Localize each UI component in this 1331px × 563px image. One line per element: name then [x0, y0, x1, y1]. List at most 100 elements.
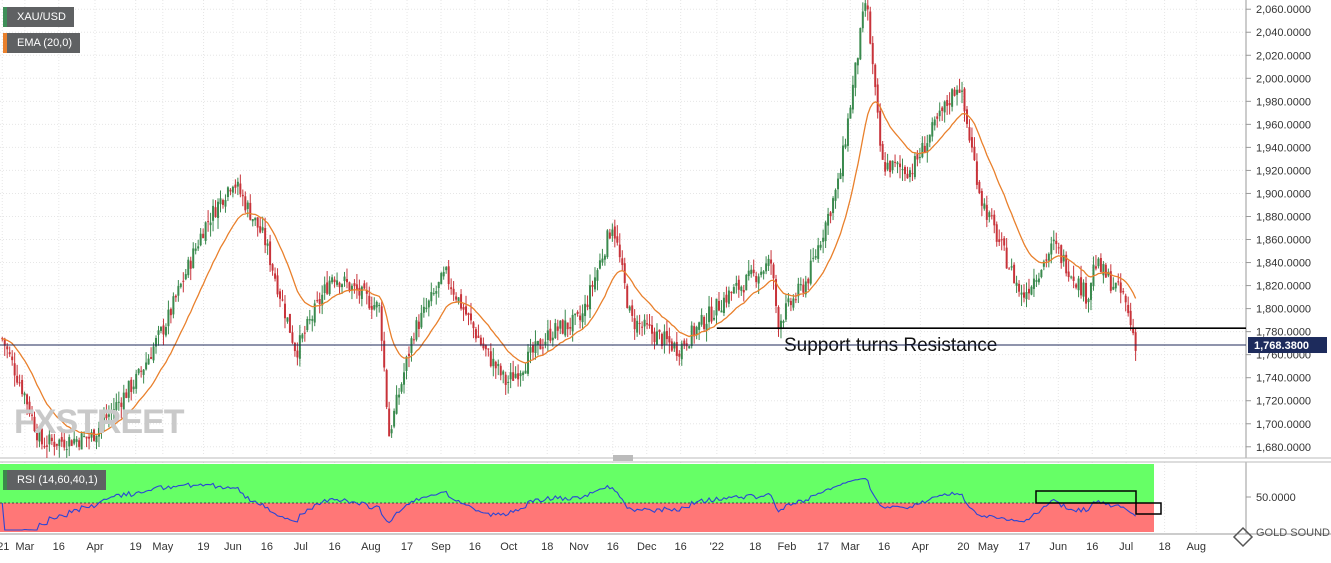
candle-body — [162, 325, 165, 335]
candle-body — [765, 263, 768, 272]
candle-body — [167, 309, 170, 327]
candle-body — [916, 154, 919, 160]
candle-body — [1085, 282, 1088, 304]
candle-body — [467, 313, 470, 315]
candle-body — [172, 296, 175, 315]
candle-body — [437, 282, 440, 289]
candle-body — [569, 327, 572, 329]
candle-body — [970, 137, 973, 148]
candle-body — [926, 143, 929, 153]
y-tick-label: 1,940.0000 — [1256, 142, 1311, 154]
candle-body — [571, 314, 574, 332]
candle-body — [385, 370, 388, 408]
candle-body — [107, 414, 110, 417]
x-tick-label: Jun — [224, 541, 242, 553]
candle-body — [1057, 247, 1060, 249]
candle-body — [410, 338, 413, 353]
candle-body — [326, 282, 329, 294]
x-tick-label: 16 — [329, 541, 341, 553]
candle-body — [447, 266, 450, 285]
candle-body — [65, 449, 68, 451]
candle-body — [229, 189, 232, 192]
candle-body — [102, 417, 105, 424]
candle-body — [93, 429, 96, 441]
candle-body — [827, 213, 830, 226]
candle-body — [735, 282, 738, 286]
x-tick-label: 16 — [1086, 541, 1098, 553]
candle-body — [306, 318, 309, 331]
candle-body — [1062, 254, 1065, 262]
candle-body — [1087, 299, 1090, 303]
candle-body — [1094, 266, 1097, 269]
candle-body — [804, 281, 807, 295]
candle-body — [355, 284, 358, 291]
candle-body — [450, 287, 453, 290]
candle-body — [78, 440, 81, 447]
y-tick-label: 1,680.0000 — [1256, 442, 1311, 454]
candle-body — [303, 332, 306, 334]
candle-body — [1023, 292, 1026, 298]
candle-body — [1077, 278, 1080, 291]
candle-body — [628, 306, 631, 311]
candle-body — [135, 373, 138, 389]
candle-body — [336, 280, 339, 285]
candle-body — [675, 342, 678, 356]
candle-body — [251, 219, 254, 222]
candle-body — [559, 320, 562, 329]
candle-body — [881, 144, 884, 160]
candle-body — [544, 341, 547, 346]
candle-body — [705, 323, 708, 331]
candle-body — [298, 335, 301, 359]
candle-body — [90, 432, 93, 438]
candle-body — [348, 282, 351, 292]
y-tick-label: 1,860.0000 — [1256, 235, 1311, 247]
candle-body — [727, 290, 730, 304]
candle-body — [296, 350, 299, 358]
candle-body — [430, 292, 433, 302]
candle-body — [120, 402, 123, 407]
candle-body — [951, 89, 954, 107]
candle-body — [968, 127, 971, 141]
candle-body — [38, 431, 41, 442]
candle-body — [504, 374, 507, 385]
candle-body — [638, 322, 641, 324]
candle-body — [889, 160, 892, 173]
candle-body — [55, 443, 58, 446]
y-tick-label: 1,900.0000 — [1256, 188, 1311, 200]
annotation-text: Support turns Resistance — [784, 335, 997, 356]
candle-body — [465, 306, 468, 315]
candle-body — [350, 285, 353, 291]
candle-body — [603, 255, 606, 260]
candle-body — [832, 198, 835, 214]
candle-body — [770, 259, 773, 264]
candle-body — [353, 283, 356, 287]
candle-body — [323, 284, 326, 294]
candle-body — [1003, 238, 1006, 246]
candle-body — [407, 353, 410, 356]
x-tick-label: Mar — [15, 541, 34, 553]
candle-body — [259, 226, 262, 233]
candle-body — [6, 346, 9, 350]
candle-body — [608, 232, 611, 239]
candle-body — [341, 284, 344, 288]
candle-body — [936, 116, 939, 119]
candle-body — [866, 5, 869, 10]
x-tick-label: Aug — [361, 541, 381, 553]
diamond-icon — [1232, 526, 1254, 548]
candle-body — [921, 142, 924, 158]
candle-body — [331, 277, 334, 283]
candle-body — [846, 118, 849, 146]
candle-body — [1109, 271, 1112, 291]
x-tick-label: 17 — [401, 541, 413, 553]
candle-body — [708, 306, 711, 323]
candle-body — [343, 276, 346, 282]
candle-body — [53, 441, 56, 448]
candle-body — [85, 436, 88, 439]
candle-body — [159, 326, 162, 331]
candle-body — [911, 173, 914, 175]
candle-body — [432, 293, 435, 295]
x-tick-label: 20 — [957, 541, 969, 553]
candle-body — [601, 258, 604, 263]
candle-body — [817, 245, 820, 259]
candle-body — [70, 440, 73, 446]
